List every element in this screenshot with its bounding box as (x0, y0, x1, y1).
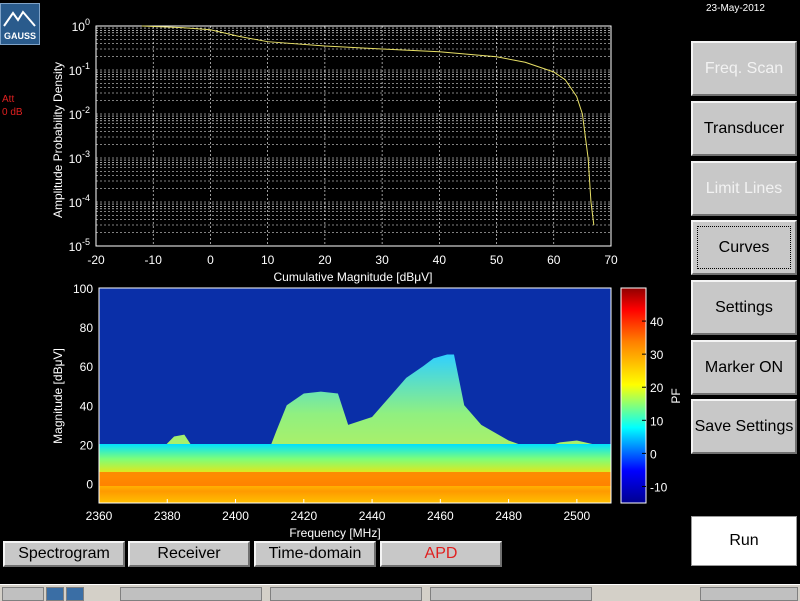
colorbar-tick-label: 30 (650, 348, 664, 362)
heatmap-y-tick-label: 60 (80, 360, 94, 374)
apd-xlabel: Cumulative Magnitude [dBμV] (274, 270, 433, 284)
heatmap-x-tick-label: 2480 (495, 509, 522, 523)
apd-y-tick-label: 100 (72, 17, 90, 34)
apd-x-tick-label: -10 (145, 253, 163, 267)
heatmap-x-tick-label: 2460 (427, 509, 454, 523)
side-button-freq-scan[interactable]: Freq. Scan (691, 41, 797, 96)
heatmap-ylabel: Magnitude [dBμV] (51, 348, 65, 444)
heatmap-y-tick-label: 20 (80, 438, 94, 452)
date-label: 23-May-2012 (706, 3, 765, 14)
colorbar-tick-label: 10 (650, 414, 664, 428)
side-button-marker-on[interactable]: Marker ON (691, 340, 797, 395)
apd-y-tick-label: 10-5 (69, 237, 90, 254)
quicklaunch-icon[interactable] (46, 587, 64, 601)
side-button-save-settings[interactable]: Save Settings (691, 399, 797, 454)
heatmap-y-tick-label: 100 (73, 282, 93, 296)
taskbar-window-button[interactable] (430, 587, 592, 601)
colorbar-tick-label: -10 (650, 480, 668, 494)
colorbar-tick-label: 0 (650, 447, 657, 461)
colorbar-tick-label: 40 (650, 315, 664, 329)
apd-axes-box (95, 25, 612, 247)
colorbar-tick-label: 20 (650, 381, 664, 395)
taskbar-window-button[interactable] (120, 587, 262, 601)
colorbar-label: PF (669, 388, 683, 403)
side-button-limit-lines[interactable]: Limit Lines (691, 161, 797, 216)
system-tray (700, 587, 798, 601)
logo-text: GAUSS (3, 31, 36, 41)
tab-receiver[interactable]: Receiver (128, 541, 250, 567)
taskbar (0, 584, 800, 601)
apd-y-ticks: 100 10-1 10-2 10-3 10-4 10-5 (69, 17, 90, 254)
heatmap-y-tick-label: 40 (80, 399, 94, 413)
heatmap-xlabel: Frequency [MHz] (289, 526, 380, 540)
quicklaunch-icon[interactable] (66, 587, 84, 601)
attenuation-readout: Att 0 dB (2, 93, 23, 119)
heatmap-x-tick-label: 2360 (86, 509, 113, 523)
apd-x-ticks: -20 -10 0 10 20 30 40 50 60 70 (87, 253, 618, 267)
tab-time-domain[interactable]: Time-domain (254, 541, 376, 567)
apd-x-tick-label: 70 (604, 253, 618, 267)
colorbar (620, 287, 647, 504)
heatmap-y-ticks: 100 80 60 40 20 0 (73, 282, 93, 491)
apd-x-tick-label: 60 (547, 253, 561, 267)
heatmap-noise-core (99, 472, 611, 486)
spectrogram-heatmap: 2360 2380 2400 2420 2440 2460 2480 2500 1008060… (51, 282, 683, 540)
heatmap-x-tick-label: 2400 (222, 509, 249, 523)
apd-ylabel: Amplitude Probability Density (51, 62, 65, 218)
heatmap-x-tick-label: 2380 (154, 509, 181, 523)
apd-x-tick-label: -20 (87, 253, 105, 267)
apd-x-tick-label: 0 (207, 253, 214, 267)
heatmap-y-tick-label: 80 (80, 321, 94, 335)
taskbar-window-button[interactable] (270, 587, 422, 601)
heatmap-axes-box (98, 287, 612, 504)
apd-x-tick-label: 30 (375, 253, 389, 267)
start-button[interactable] (2, 587, 44, 601)
att-label: Att (2, 94, 15, 105)
mountain-logo-icon (3, 10, 36, 27)
heatmap-x-tick-label: 2420 (290, 509, 317, 523)
run-button[interactable]: Run (691, 516, 797, 566)
apd-y-tick-label: 10-4 (69, 193, 90, 210)
heatmap-x-tick-label: 2440 (359, 509, 386, 523)
apd-x-tick-label: 50 (490, 253, 504, 267)
apd-chart: -20 -10 0 10 20 30 40 50 60 70 100 10-1 10-2 10-3 10-… (51, 17, 618, 284)
tab-apd[interactable]: APD (380, 541, 502, 567)
gauss-logo: GAUSS (0, 3, 40, 45)
att-value: 0 dB (2, 107, 23, 118)
apd-curve (141, 25, 595, 226)
apd-y-tick-label: 10-2 (69, 105, 90, 122)
side-button-transducer[interactable]: Transducer (691, 101, 797, 156)
side-button-curves[interactable]: Curves (691, 220, 797, 275)
side-button-settings[interactable]: Settings (691, 280, 797, 335)
apd-x-tick-label: 20 (318, 253, 332, 267)
heatmap-y-tick-label: 0 (86, 477, 93, 491)
apd-x-tick-label: 40 (433, 253, 447, 267)
heatmap-x-tick-label: 2500 (564, 509, 591, 523)
heatmap-x-ticks: 2360 2380 2400 2420 2440 2460 2480 2500 (86, 499, 591, 523)
apd-y-tick-label: 10-1 (69, 61, 90, 78)
tab-spectrogram[interactable]: Spectrogram (3, 541, 125, 567)
apd-y-tick-label: 10-3 (69, 149, 90, 166)
apd-x-tick-label: 10 (261, 253, 275, 267)
colorbar-ticks: 40 30 20 10 0 -10 (642, 315, 668, 494)
